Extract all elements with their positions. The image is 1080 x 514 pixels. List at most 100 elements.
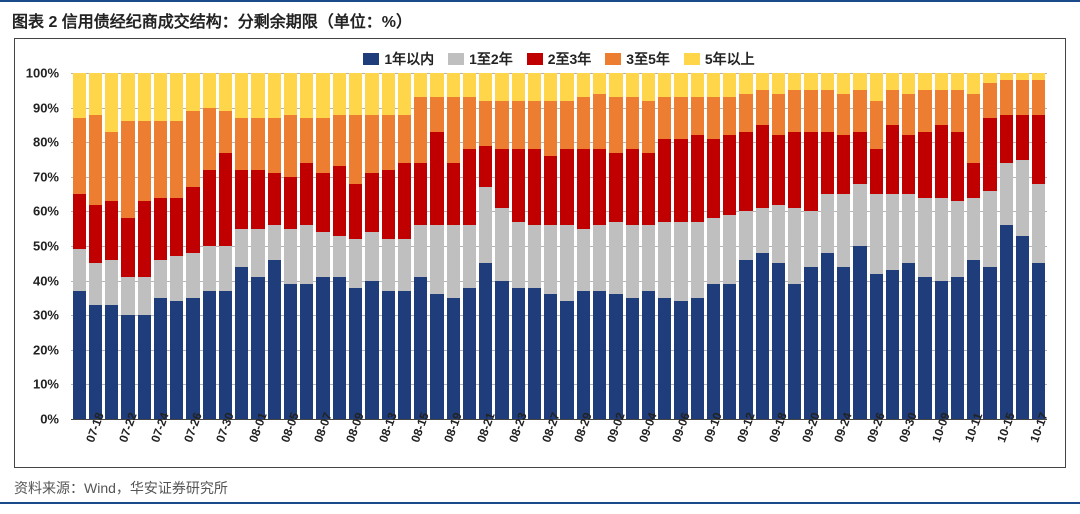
bar-segment-y3_5 [414,97,427,163]
bar-segment-gt5 [268,73,281,118]
chart-container: 图表 2 信用债经纪商成交结构：分剩余期限（单位：%） 1年以内1至2年2至3年… [0,0,1080,514]
bar-slot [593,73,606,419]
bar-slot [398,73,411,419]
bar-segment-y3_5 [772,94,785,136]
bar-segment-y2_3 [756,125,769,208]
bar-segment-gt5 [1000,73,1013,80]
bar-slot [300,73,313,419]
stacked-bar [154,73,167,419]
bar-segment-y3_5 [186,111,199,187]
bar-segment-lt1 [333,277,346,419]
bar-segment-gt5 [1016,73,1029,80]
bar-segment-lt1 [739,260,752,419]
y-axis-labels: 0%10%20%30%40%50%60%70%80%90%100% [15,73,65,419]
bar-segment-y2_3 [479,146,492,188]
bar-segment-y2_3 [560,149,573,225]
bar-slot [447,73,460,419]
bar-segment-y1_2 [609,222,622,295]
bar-segment-lt1 [723,284,736,419]
bar-segment-gt5 [853,73,866,90]
bar-segment-y1_2 [105,260,118,305]
bar-segment-y2_3 [1032,115,1045,184]
stacked-bar [447,73,460,419]
stacked-bar [333,73,346,419]
bar-segment-lt1 [756,253,769,419]
bar-segment-lt1 [300,284,313,419]
bar-slot [512,73,525,419]
bar-segment-y1_2 [365,232,378,280]
stacked-bar [219,73,232,419]
stacked-bar [382,73,395,419]
legend-label: 1年以内 [384,49,434,69]
bar-segment-y3_5 [691,97,704,135]
bar-segment-y3_5 [577,97,590,149]
bar-segment-gt5 [349,73,362,115]
bar-segment-y2_3 [691,135,704,222]
bar-segment-lt1 [235,267,248,419]
stacked-bar [365,73,378,419]
bar-segment-lt1 [365,281,378,419]
bar-segment-gt5 [365,73,378,115]
bar-segment-y2_3 [870,149,883,194]
stacked-bar [658,73,671,419]
bar-segment-lt1 [772,263,785,419]
legend: 1年以内1至2年2至3年3至5年5年以上 [71,49,1047,69]
bar-segment-gt5 [935,73,948,90]
legend-item-y2_3: 2至3年 [527,49,592,69]
bar-segment-gt5 [560,73,573,101]
bar-segment-y2_3 [935,125,948,198]
bar-segment-y1_2 [967,198,980,260]
bar-segment-lt1 [316,277,329,419]
bar-segment-gt5 [658,73,671,97]
stacked-bar [1000,73,1013,419]
bar-segment-y1_2 [219,246,232,291]
bar-slot [495,73,508,419]
legend-swatch [448,53,464,65]
y-tick-label: 90% [33,100,59,115]
bar-segment-y1_2 [723,215,736,284]
stacked-bar [300,73,313,419]
legend-label: 3至5年 [626,49,670,69]
bar-segment-y1_2 [89,263,102,305]
chart-title: 图表 2 信用债经纪商成交结构：分剩余期限（单位：%） [0,0,1080,38]
y-tick-label: 80% [33,135,59,150]
bar-segment-y3_5 [837,94,850,136]
bar-segment-y2_3 [609,153,622,222]
stacked-bar [821,73,834,419]
bar-slot [349,73,362,419]
y-tick-label: 30% [33,308,59,323]
bar-segment-lt1 [186,298,199,419]
legend-item-lt1: 1年以内 [363,49,434,69]
bar-segment-y1_2 [316,232,329,277]
bar-segment-y1_2 [170,256,183,301]
bar-segment-y1_2 [1016,160,1029,236]
stacked-bar [756,73,769,419]
bar-segment-lt1 [479,263,492,419]
bar-segment-y2_3 [447,163,460,225]
bar-segment-gt5 [333,73,346,115]
bar-segment-y2_3 [235,170,248,229]
bar-slot [935,73,948,419]
bar-slot [284,73,297,419]
bar-slot [642,73,655,419]
bar-segment-gt5 [739,73,752,94]
bar-segment-y1_2 [674,222,687,302]
bar-segment-lt1 [544,294,557,419]
bar-slot [870,73,883,419]
bar-segment-y3_5 [528,101,541,149]
bar-segment-y2_3 [430,132,443,225]
bar-segment-gt5 [186,73,199,111]
stacked-bar [284,73,297,419]
legend-swatch [527,53,543,65]
stacked-bar [186,73,199,419]
bar-segment-y1_2 [918,198,931,278]
bar-slot [674,73,687,419]
stacked-bar [739,73,752,419]
bar-segment-lt1 [577,291,590,419]
bar-segment-y1_2 [837,194,850,267]
bar-segment-y1_2 [447,225,460,298]
bar-segment-gt5 [414,73,427,97]
stacked-bar [495,73,508,419]
bar-segment-y1_2 [544,225,557,294]
bar-segment-gt5 [528,73,541,101]
